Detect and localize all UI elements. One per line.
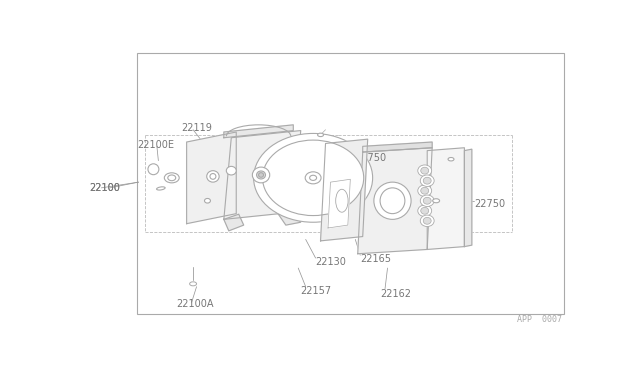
- Ellipse shape: [380, 188, 405, 214]
- Ellipse shape: [257, 171, 266, 179]
- Polygon shape: [358, 148, 432, 254]
- Ellipse shape: [336, 189, 348, 212]
- Text: 22100A: 22100A: [177, 299, 214, 310]
- Ellipse shape: [420, 215, 434, 227]
- Polygon shape: [428, 148, 465, 250]
- Polygon shape: [187, 132, 236, 224]
- Ellipse shape: [210, 173, 216, 179]
- Bar: [137, 53, 564, 314]
- Ellipse shape: [168, 175, 176, 181]
- Ellipse shape: [189, 282, 196, 286]
- Ellipse shape: [259, 173, 264, 177]
- Ellipse shape: [418, 165, 431, 176]
- Polygon shape: [321, 139, 367, 241]
- Ellipse shape: [317, 133, 324, 137]
- Text: 22100E: 22100E: [137, 140, 174, 150]
- Ellipse shape: [374, 182, 411, 219]
- Text: 22100: 22100: [89, 183, 120, 193]
- Polygon shape: [224, 125, 293, 138]
- Ellipse shape: [164, 173, 179, 183]
- Polygon shape: [224, 214, 244, 231]
- Ellipse shape: [157, 187, 165, 190]
- Ellipse shape: [448, 157, 454, 161]
- Ellipse shape: [418, 185, 431, 196]
- Text: 22157: 22157: [301, 286, 332, 296]
- Ellipse shape: [420, 195, 434, 206]
- Polygon shape: [224, 131, 301, 219]
- Ellipse shape: [205, 198, 211, 203]
- Ellipse shape: [420, 207, 429, 214]
- Polygon shape: [278, 212, 301, 225]
- Ellipse shape: [148, 164, 159, 175]
- Ellipse shape: [253, 134, 372, 222]
- Ellipse shape: [423, 177, 431, 184]
- Ellipse shape: [420, 175, 434, 186]
- Text: 22165: 22165: [360, 254, 391, 264]
- Polygon shape: [363, 142, 432, 152]
- Ellipse shape: [207, 171, 219, 182]
- Text: 22130: 22130: [316, 257, 346, 267]
- Ellipse shape: [433, 199, 440, 203]
- Ellipse shape: [423, 217, 431, 224]
- Ellipse shape: [305, 172, 321, 184]
- Ellipse shape: [252, 167, 269, 183]
- Text: 22750: 22750: [474, 199, 506, 209]
- Text: APP  0007: APP 0007: [517, 315, 562, 324]
- Ellipse shape: [227, 166, 236, 175]
- Ellipse shape: [262, 140, 364, 215]
- Text: 22162: 22162: [380, 289, 411, 299]
- Ellipse shape: [420, 187, 429, 194]
- Ellipse shape: [420, 167, 429, 174]
- Text: 22750: 22750: [355, 153, 387, 163]
- Polygon shape: [465, 149, 472, 247]
- Text: 22100: 22100: [89, 183, 120, 193]
- Ellipse shape: [418, 205, 431, 217]
- Polygon shape: [328, 179, 350, 228]
- Text: 22119: 22119: [182, 123, 212, 133]
- Ellipse shape: [423, 197, 431, 204]
- Ellipse shape: [310, 175, 317, 180]
